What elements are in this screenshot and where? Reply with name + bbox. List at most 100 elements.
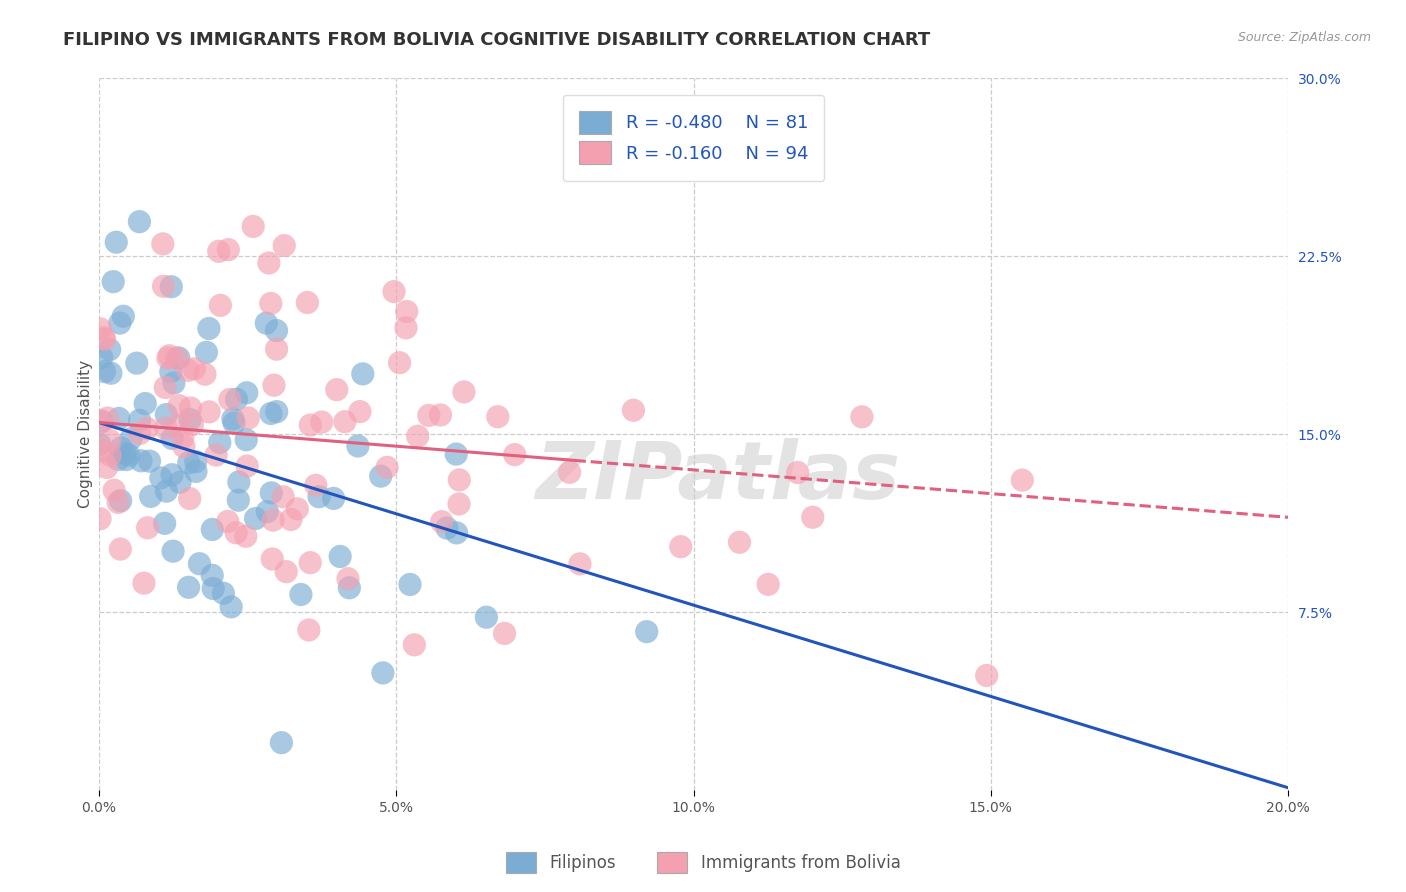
Point: [159, 365, 181, 379]
Point: [475, 610, 498, 624]
Text: ZIPatlas: ZIPatlas: [534, 438, 900, 516]
Point: [225, 392, 247, 407]
Point: [297, 295, 319, 310]
Point: [260, 296, 283, 310]
Point: [503, 448, 526, 462]
Point: [139, 489, 162, 503]
Point: [245, 511, 267, 525]
Point: [198, 321, 221, 335]
Point: [112, 310, 135, 324]
Point: [558, 466, 581, 480]
Point: [98, 343, 121, 357]
Point: [98, 434, 121, 448]
Point: [290, 587, 312, 601]
Point: [129, 454, 152, 468]
Point: [447, 497, 470, 511]
Point: [202, 582, 225, 596]
Point: [395, 304, 418, 318]
Point: [155, 380, 177, 394]
Point: [728, 535, 751, 549]
Point: [93, 331, 115, 345]
Point: [337, 572, 360, 586]
Point: [167, 418, 190, 433]
Point: [224, 416, 246, 430]
Point: [453, 384, 475, 399]
Point: [162, 544, 184, 558]
Point: [801, 510, 824, 524]
Point: [1011, 473, 1033, 487]
Point: [406, 429, 429, 443]
Point: [235, 529, 257, 543]
Point: [375, 460, 398, 475]
Point: [399, 577, 422, 591]
Point: [217, 515, 239, 529]
Point: [347, 439, 370, 453]
Point: [201, 523, 224, 537]
Point: [177, 363, 200, 377]
Point: [225, 525, 247, 540]
Point: [110, 542, 132, 557]
Point: [430, 515, 453, 529]
Point: [623, 403, 645, 417]
Point: [179, 491, 201, 506]
Point: [173, 440, 195, 454]
Point: [260, 407, 283, 421]
Point: [486, 409, 509, 424]
Point: [299, 418, 322, 433]
Point: [494, 626, 516, 640]
Point: [236, 458, 259, 473]
Point: [136, 521, 159, 535]
Point: [308, 490, 330, 504]
Point: [352, 367, 374, 381]
Point: [208, 244, 231, 259]
Point: [298, 623, 321, 637]
Point: [382, 285, 405, 299]
Point: [266, 324, 288, 338]
Point: [96, 460, 118, 475]
Point: [212, 586, 235, 600]
Point: [90, 351, 112, 365]
Point: [105, 235, 128, 250]
Point: [90, 415, 112, 429]
Point: [114, 446, 136, 460]
Point: [179, 412, 201, 426]
Point: [669, 540, 692, 554]
Point: [263, 378, 285, 392]
Point: [235, 385, 257, 400]
Point: [128, 426, 150, 441]
Point: [118, 448, 141, 462]
Point: [449, 473, 471, 487]
Point: [404, 638, 426, 652]
Point: [276, 565, 298, 579]
Point: [91, 443, 114, 458]
Point: [184, 455, 207, 469]
Point: [156, 351, 179, 365]
Point: [238, 411, 260, 425]
Text: FILIPINO VS IMMIGRANTS FROM BOLIVIA COGNITIVE DISABILITY CORRELATION CHART: FILIPINO VS IMMIGRANTS FROM BOLIVIA COGN…: [63, 31, 931, 49]
Point: [305, 478, 328, 492]
Point: [138, 454, 160, 468]
Point: [219, 599, 242, 614]
Point: [188, 557, 211, 571]
Point: [209, 298, 232, 312]
Point: [149, 471, 172, 485]
Point: [107, 495, 129, 509]
Point: [429, 408, 451, 422]
Point: [395, 321, 418, 335]
Point: [198, 405, 221, 419]
Point: [108, 316, 131, 330]
Point: [136, 421, 159, 435]
Point: [100, 366, 122, 380]
Point: [254, 316, 277, 330]
Point: [181, 417, 204, 432]
Point: [89, 512, 111, 526]
Point: [194, 368, 217, 382]
Point: [120, 432, 142, 446]
Point: [322, 491, 344, 506]
Point: [280, 512, 302, 526]
Point: [98, 448, 121, 462]
Point: [93, 365, 115, 379]
Legend: Filipinos, Immigrants from Bolivia: Filipinos, Immigrants from Bolivia: [499, 846, 907, 880]
Point: [228, 475, 250, 489]
Point: [636, 624, 658, 639]
